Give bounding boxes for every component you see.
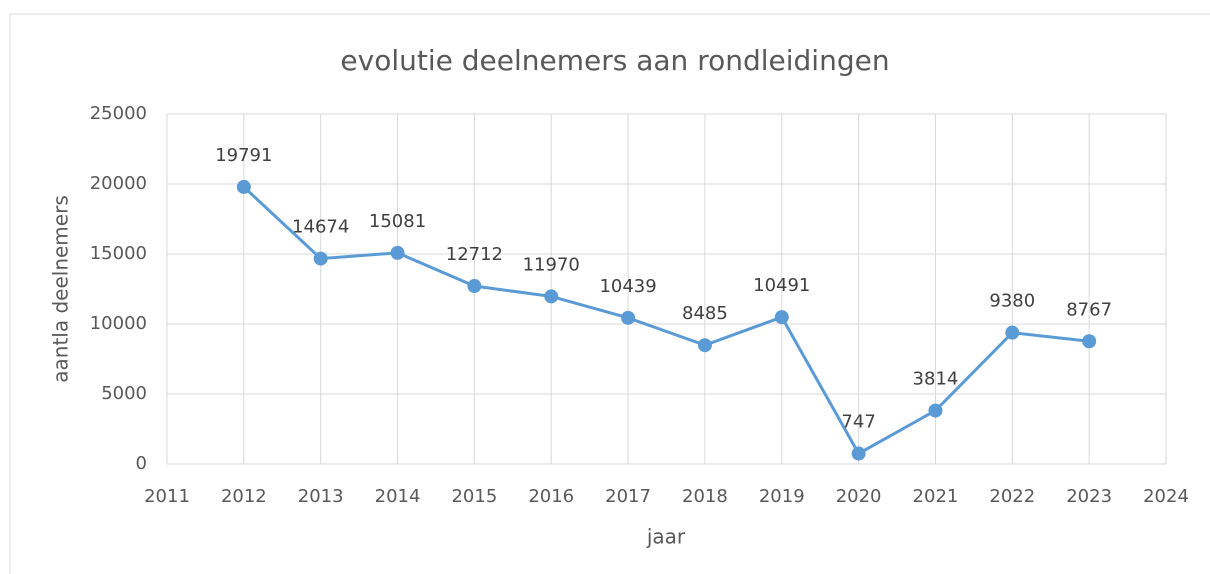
data-point	[851, 446, 866, 461]
data-point	[774, 310, 789, 325]
data-label: 747	[841, 412, 875, 433]
x-tick-label: 2021	[913, 486, 959, 507]
data-point	[313, 251, 328, 266]
y-axis-label: aantla deelnemers	[49, 195, 73, 382]
y-tick-label: 15000	[90, 243, 147, 264]
data-label: 15081	[369, 211, 426, 232]
x-tick-label: 2024	[1143, 486, 1189, 507]
x-tick-label: 2015	[451, 486, 497, 507]
data-label: 10439	[599, 276, 656, 297]
x-tick-label: 2013	[298, 486, 344, 507]
x-tick-label: 2023	[1066, 486, 1112, 507]
x-tick-label: 2017	[605, 486, 651, 507]
x-tick-label: 2011	[144, 486, 190, 507]
data-point	[928, 403, 943, 418]
data-point	[697, 338, 712, 353]
data-label: 8767	[1066, 299, 1112, 320]
chart-frame	[9, 13, 1210, 574]
data-label: 19791	[215, 145, 272, 166]
chart-title: evolutie deelnemers aan rondleidingen	[340, 44, 889, 77]
data-label: 10491	[753, 275, 810, 296]
data-label: 14674	[292, 217, 349, 238]
y-tick-label: 20000	[90, 173, 147, 194]
data-label: 11970	[523, 254, 580, 275]
x-tick-label: 2022	[989, 486, 1035, 507]
x-tick-label: 2014	[375, 486, 421, 507]
data-point	[236, 179, 251, 194]
x-tick-label: 2019	[759, 486, 805, 507]
x-tick-label: 2012	[221, 486, 267, 507]
data-point	[1082, 334, 1097, 349]
y-tick-label: 25000	[90, 103, 147, 124]
data-point	[1005, 325, 1020, 340]
data-label: 9380	[989, 291, 1035, 312]
data-point	[621, 310, 636, 325]
x-axis-label: jaar	[646, 525, 686, 549]
series-line	[242, 185, 1090, 456]
data-point	[467, 279, 482, 294]
y-tick-label: 5000	[101, 383, 147, 404]
x-tick-label: 2020	[836, 486, 882, 507]
data-point	[544, 289, 559, 304]
y-tick-label: 0	[136, 453, 147, 474]
x-tick-label: 2016	[528, 486, 574, 507]
y-tick-label: 10000	[90, 313, 147, 334]
data-label: 12712	[446, 244, 503, 265]
x-tick-label: 2018	[682, 486, 728, 507]
data-label: 3814	[913, 369, 959, 390]
data-label: 8485	[682, 303, 728, 324]
data-point	[390, 245, 405, 260]
